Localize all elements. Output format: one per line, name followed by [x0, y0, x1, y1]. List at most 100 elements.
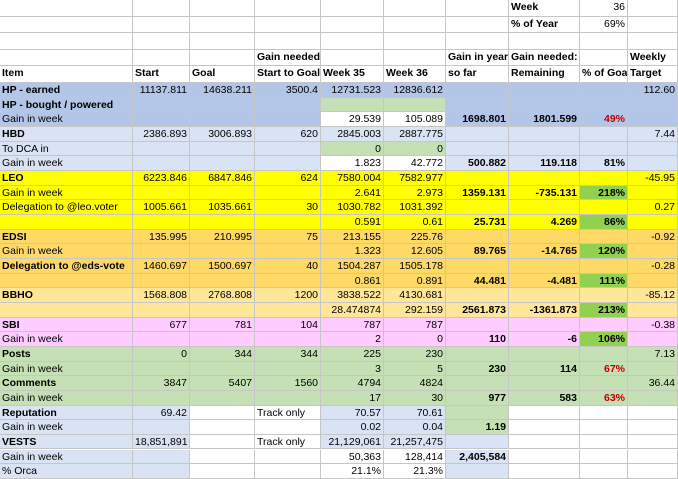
data-cell[interactable] [580, 420, 628, 435]
data-cell[interactable] [628, 214, 678, 230]
data-cell[interactable]: 677 [133, 317, 190, 333]
data-cell[interactable] [133, 141, 190, 157]
data-cell[interactable]: 29.539 [321, 112, 384, 127]
data-cell[interactable] [509, 97, 580, 113]
data-cell[interactable]: 7580.004 [321, 170, 384, 186]
data-cell[interactable]: 0.27 [628, 200, 678, 215]
data-cell[interactable]: 7.44 [628, 126, 678, 142]
data-cell[interactable] [509, 376, 580, 391]
row-label-cell[interactable]: HBD [0, 126, 133, 142]
column-header-item[interactable]: Item [0, 66, 133, 83]
data-cell[interactable]: 2 [321, 332, 384, 347]
data-cell[interactable] [509, 258, 580, 274]
data-cell[interactable]: 1801.599 [509, 112, 580, 127]
data-cell[interactable]: Track only [255, 405, 321, 421]
row-label-cell[interactable] [0, 302, 133, 318]
header-cell[interactable] [321, 33, 384, 50]
header-cell[interactable] [628, 33, 678, 50]
data-cell[interactable]: 210.995 [190, 229, 255, 245]
data-cell[interactable]: -4.481 [509, 273, 580, 289]
data-cell[interactable]: 30 [384, 390, 446, 406]
data-cell[interactable]: 1504.287 [321, 258, 384, 274]
data-cell[interactable]: 81% [580, 156, 628, 171]
data-cell[interactable] [190, 214, 255, 230]
data-cell[interactable]: 977 [446, 390, 509, 406]
data-cell[interactable] [580, 449, 628, 465]
header-cell[interactable] [384, 49, 446, 67]
data-cell[interactable] [509, 405, 580, 421]
data-cell[interactable] [190, 97, 255, 113]
data-cell[interactable]: 344 [190, 346, 255, 362]
data-cell[interactable]: 14638.211 [190, 83, 255, 98]
data-cell[interactable]: 781 [190, 317, 255, 333]
data-cell[interactable] [628, 434, 678, 450]
data-cell[interactable] [190, 361, 255, 377]
data-cell[interactable]: 114 [509, 361, 580, 377]
header-cell[interactable] [321, 16, 384, 34]
data-cell[interactable] [190, 112, 255, 127]
data-cell[interactable] [255, 332, 321, 347]
data-cell[interactable] [446, 258, 509, 274]
data-cell[interactable] [190, 273, 255, 289]
data-cell[interactable] [446, 83, 509, 98]
data-cell[interactable] [580, 376, 628, 391]
data-cell[interactable] [628, 185, 678, 201]
header-cell[interactable] [133, 0, 190, 17]
data-cell[interactable]: -1361.873 [509, 302, 580, 318]
data-cell[interactable] [190, 464, 255, 479]
header-cell[interactable] [0, 49, 133, 67]
data-cell[interactable] [628, 112, 678, 127]
data-cell[interactable]: 1030.782 [321, 200, 384, 215]
data-cell[interactable]: 1698.801 [446, 112, 509, 127]
header-cell[interactable] [255, 0, 321, 17]
data-cell[interactable]: 2.973 [384, 185, 446, 201]
data-cell[interactable]: 44.481 [446, 273, 509, 289]
data-cell[interactable]: 42.772 [384, 156, 446, 171]
data-cell[interactable] [628, 420, 678, 435]
data-cell[interactable] [446, 317, 509, 333]
data-cell[interactable]: 0.02 [321, 420, 384, 435]
row-label-cell[interactable]: SBI [0, 317, 133, 333]
data-cell[interactable] [509, 317, 580, 333]
data-cell[interactable] [628, 141, 678, 157]
data-cell[interactable] [446, 170, 509, 186]
data-cell[interactable] [509, 434, 580, 450]
column-header-pct-goal[interactable]: % of Goal [580, 66, 628, 83]
row-label-cell[interactable]: EDSI [0, 229, 133, 245]
data-cell[interactable] [580, 141, 628, 157]
column-header-weekly-2[interactable]: Target [628, 66, 678, 83]
data-cell[interactable]: 3 [321, 361, 384, 377]
data-cell[interactable]: 3006.893 [190, 126, 255, 142]
data-cell[interactable] [628, 97, 678, 113]
data-cell[interactable]: -0.38 [628, 317, 678, 333]
data-cell[interactable] [509, 141, 580, 157]
data-cell[interactable] [509, 126, 580, 142]
column-header-start[interactable]: Start [133, 66, 190, 83]
header-cell[interactable] [446, 16, 509, 34]
data-cell[interactable] [255, 214, 321, 230]
data-cell[interactable]: 0.591 [321, 214, 384, 230]
data-cell[interactable]: 1568.808 [133, 288, 190, 303]
data-cell[interactable]: 0.861 [321, 273, 384, 289]
data-cell[interactable]: 86% [580, 214, 628, 230]
data-cell[interactable]: 1200 [255, 288, 321, 303]
data-cell[interactable] [509, 449, 580, 465]
data-cell[interactable] [446, 464, 509, 479]
data-cell[interactable] [190, 434, 255, 450]
data-cell[interactable]: 0 [133, 346, 190, 362]
week-label-cell[interactable]: Week [509, 0, 580, 17]
data-cell[interactable]: -735.131 [509, 185, 580, 201]
row-label-cell[interactable]: Delegation to @eds-vote [0, 258, 133, 274]
column-header-weekly[interactable]: Weekly [628, 49, 678, 67]
header-cell[interactable] [384, 16, 446, 34]
data-cell[interactable] [255, 156, 321, 171]
pct-year-label-cell[interactable]: % of Year [509, 16, 580, 34]
data-cell[interactable] [580, 464, 628, 479]
data-cell[interactable] [133, 185, 190, 201]
header-cell[interactable] [628, 0, 678, 17]
data-cell[interactable] [509, 346, 580, 362]
data-cell[interactable] [255, 449, 321, 465]
data-cell[interactable]: -6 [509, 332, 580, 347]
data-cell[interactable]: -0.92 [628, 229, 678, 245]
data-cell[interactable] [133, 273, 190, 289]
